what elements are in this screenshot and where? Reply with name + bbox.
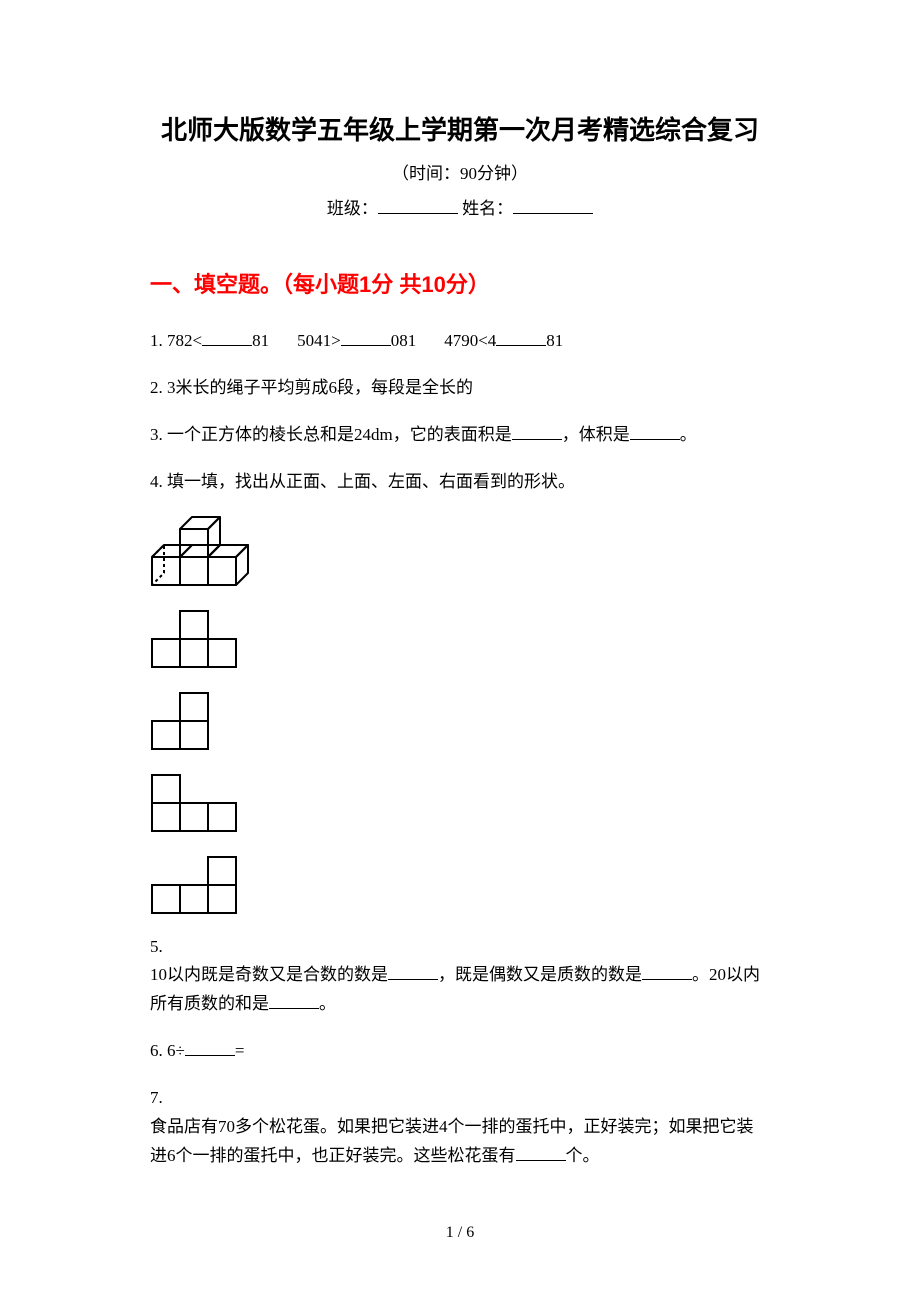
q1-blank-2: [341, 329, 391, 346]
q1-p4: 081: [391, 331, 417, 350]
q6-blank-1: [185, 1039, 235, 1056]
q7-p1: 食品店有70多个松花蛋。如果把它装进4个一排的蛋托中，正好装完；如果把它装进6个…: [150, 1117, 754, 1165]
question-3: 3. 一个正方体的棱长总和是24dm，它的表面积是 ，体积是 。: [150, 421, 770, 450]
q1-p2: 81: [252, 331, 269, 350]
section-1-header: 一、填空题。（每小题1分 共10分）: [150, 267, 770, 299]
q7-blank-1: [516, 1144, 566, 1161]
name-label: 姓名：: [462, 199, 513, 218]
q5-blank-1: [388, 963, 438, 980]
q3-p3: 。: [680, 425, 697, 444]
class-label: 班级：: [327, 199, 378, 218]
question-6: 6. 6÷ =: [150, 1037, 770, 1066]
q5-blank-3: [269, 992, 319, 1009]
q1-blank-3: [496, 329, 546, 346]
question-1: 1. 782< 81 5041> 081 4790<4 81: [150, 327, 770, 356]
question-7: 7. 食品店有70多个松花蛋。如果把它装进4个一排的蛋托中，正好装完；如果把它装…: [150, 1084, 770, 1171]
shapes-column: [150, 515, 770, 915]
shape-flat-3: [150, 691, 210, 751]
q5-p1: 10以内既是奇数又是合数的数是: [150, 965, 388, 984]
page-number: 1 / 6: [0, 1224, 920, 1242]
q2-text: 3米长的绳子平均剪成6段，每段是全长的: [167, 378, 473, 397]
name-blank: [513, 197, 593, 214]
q4-num: 4.: [150, 472, 167, 491]
shape-flat-4: [150, 773, 238, 833]
q1-blank-1: [202, 329, 252, 346]
q1-p1: 782<: [167, 331, 202, 350]
q5-p4: 。: [319, 994, 336, 1013]
q3-num: 3.: [150, 425, 167, 444]
q1-p3: 5041>: [297, 331, 341, 350]
q5-p2: ，既是偶数又是质数的数是: [438, 965, 642, 984]
q3-p2: ，体积是: [562, 425, 630, 444]
q2-num: 2.: [150, 378, 167, 397]
q6-p1: 6÷: [167, 1041, 185, 1060]
question-4: 4. 填一填，找出从正面、上面、左面、右面看到的形状。: [150, 468, 770, 497]
shape-3d-cubes: [150, 515, 260, 587]
q1-num: 1.: [150, 331, 167, 350]
document-subtitle: （时间：90分钟）: [150, 159, 770, 184]
q4-text: 填一填，找出从正面、上面、左面、右面看到的形状。: [167, 472, 575, 491]
q7-p2: 个。: [566, 1146, 600, 1165]
q7-num: 7.: [150, 1088, 163, 1107]
q1-p6: 81: [546, 331, 563, 350]
q5-blank-2: [642, 963, 692, 980]
q3-blank-2: [630, 423, 680, 440]
info-line: 班级： 姓名：: [150, 194, 770, 219]
class-blank: [378, 197, 458, 214]
q5-num: 5.: [150, 937, 163, 956]
q1-p5: 4790<4: [444, 331, 496, 350]
document-title: 北师大版数学五年级上学期第一次月考精选综合复习: [150, 110, 770, 147]
q6-num: 6.: [150, 1041, 167, 1060]
question-2: 2. 3米长的绳子平均剪成6段，每段是全长的: [150, 374, 770, 403]
shape-flat-5: [150, 855, 238, 915]
shape-flat-2: [150, 609, 238, 669]
question-5: 5. 10以内既是奇数又是合数的数是，既是偶数又是质数的数是。20以内所有质数的…: [150, 933, 770, 1020]
q3-p1: 一个正方体的棱长总和是24dm，它的表面积是: [167, 425, 512, 444]
q3-blank-1: [512, 423, 562, 440]
q6-p2: =: [235, 1041, 245, 1060]
